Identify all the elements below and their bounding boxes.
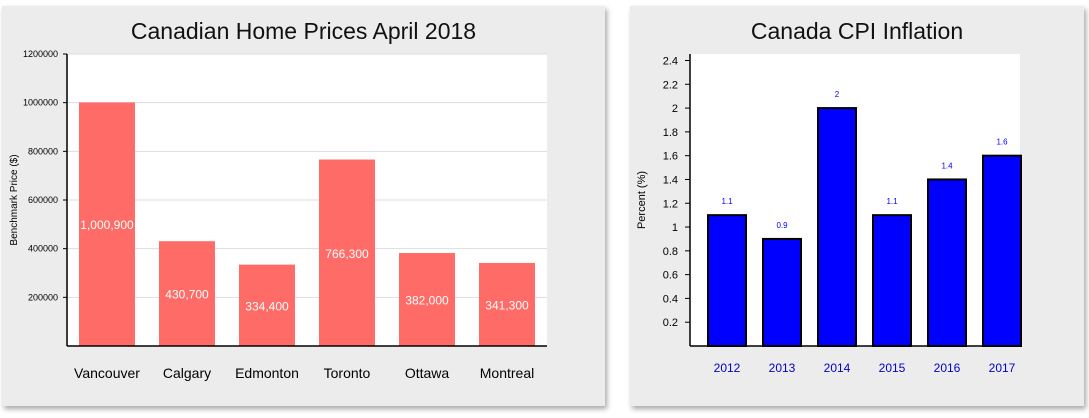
y-tick-label: 400000 [28, 244, 58, 254]
x-tick-label: Vancouver [74, 365, 140, 381]
y-tick-label: 0.8 [663, 246, 678, 258]
bar [479, 262, 535, 346]
home-prices-chart: 200000 400000 600000 800000 1000000 1200000 1,… [9, 49, 547, 381]
x-tick-label: 2013 [769, 361, 796, 375]
y-tick-label: 1 [672, 222, 678, 234]
chart-title: Canadian Home Prices April 2018 [130, 18, 477, 44]
bar [159, 241, 215, 346]
y-tick-label: 2.2 [663, 79, 678, 91]
y-tick-label: 0.6 [663, 270, 678, 282]
x-tick-label: Toronto [324, 365, 371, 381]
x-tick-label: Edmonton [235, 365, 299, 381]
cpi-inflation-chart: 0.2 0.4 0.6 0.8 1 1.2 1.4 1.6 1.8 2 2.2 2.4 1.1 2012 0… [636, 54, 1022, 375]
data-label: 1,000,900 [80, 218, 134, 232]
bar [319, 159, 375, 346]
x-tick-label: Calgary [163, 365, 211, 381]
data-label: 334,400 [245, 299, 289, 313]
x-tick-label: 2012 [714, 361, 741, 375]
data-label: 382,000 [405, 294, 449, 308]
bar [707, 214, 747, 347]
cpi-inflation-chart-panel: Canada CPI Inflation 0.2 0.4 0.6 0.8 1 1.2 1.4… [630, 6, 1084, 406]
y-tick-label: 1.4 [663, 174, 678, 186]
home-prices-chart-panel: Canadian Home Prices April 2018 200000 40… [2, 6, 605, 406]
x-tick-label: 2015 [879, 361, 906, 375]
chart-title: Canada CPI Inflation [750, 18, 964, 44]
x-tick-label: Montreal [480, 365, 534, 381]
bar [872, 214, 912, 347]
data-label: 1.6 [996, 138, 1008, 147]
bar [817, 107, 857, 348]
y-tick-label: 1.6 [663, 151, 678, 163]
bar [927, 178, 967, 347]
y-tick-label: 1200000 [23, 49, 58, 59]
data-label: 766,300 [325, 247, 369, 261]
y-tick-label: 1.2 [663, 198, 678, 210]
y-axis-label: Percent (%) [636, 171, 648, 229]
data-label: 1.4 [941, 161, 953, 170]
x-tick-label: 2014 [824, 361, 851, 375]
bar [239, 264, 295, 346]
bar [79, 102, 135, 347]
x-tick-label: 2016 [934, 361, 961, 375]
data-label: 2 [835, 90, 840, 99]
y-tick-label: 0.2 [663, 317, 678, 329]
y-tick-label: 1000000 [23, 98, 58, 108]
bar [399, 253, 455, 346]
y-axis-label: Benchmark Price ($) [9, 154, 20, 245]
data-label: 1.1 [721, 197, 733, 206]
y-tick-label: 2 [672, 103, 678, 115]
y-tick-label: 0.4 [663, 293, 678, 305]
data-label: 341,300 [485, 298, 529, 312]
y-tick-label: 1.8 [663, 127, 678, 139]
bar [762, 237, 802, 347]
data-label: 0.9 [776, 221, 788, 230]
bar [982, 154, 1022, 347]
y-tick-label: 2.4 [663, 56, 678, 68]
data-label: 1.1 [886, 197, 898, 206]
y-tick-label: 800000 [28, 146, 58, 156]
x-tick-label: Ottawa [405, 365, 450, 381]
data-label: 430,700 [165, 288, 209, 302]
x-tick-label: 2017 [989, 361, 1016, 375]
y-tick-label: 600000 [28, 195, 58, 205]
y-tick-label: 200000 [28, 292, 58, 302]
